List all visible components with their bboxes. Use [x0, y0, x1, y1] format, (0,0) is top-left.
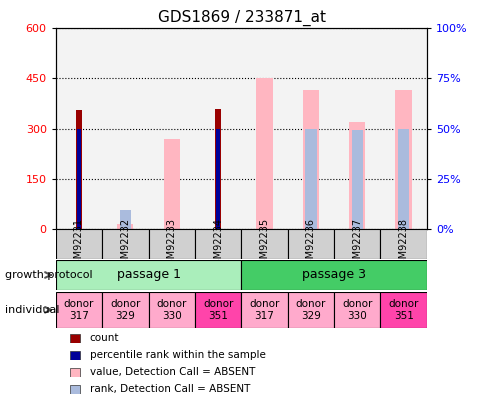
Bar [120, 211, 131, 229]
Bar [304, 129, 316, 229]
Text: donor
351: donor 351 [202, 299, 233, 321]
Bar [241, 229, 287, 259]
Bar [76, 110, 82, 229]
Bar [379, 28, 426, 229]
Bar [195, 229, 241, 259]
Bar [241, 28, 287, 229]
Bar [287, 229, 333, 259]
Text: GSM92233: GSM92233 [166, 217, 176, 271]
Text: GSM92235: GSM92235 [259, 217, 269, 271]
Bar [56, 28, 102, 229]
Bar [102, 292, 148, 328]
Text: GSM92236: GSM92236 [305, 217, 315, 271]
Text: donor
317: donor 317 [249, 299, 279, 321]
Bar [351, 130, 362, 229]
Text: GSM92231: GSM92231 [74, 217, 84, 271]
Text: GSM92232: GSM92232 [120, 217, 130, 271]
Bar [148, 292, 195, 328]
Text: donor
330: donor 330 [341, 299, 372, 321]
Text: rank, Detection Call = ABSENT: rank, Detection Call = ABSENT [90, 384, 250, 394]
Bar [216, 129, 220, 229]
Text: GDS1869 / 233871_at: GDS1869 / 233871_at [158, 10, 326, 26]
Text: donor
330: donor 330 [156, 299, 186, 321]
Bar [394, 90, 411, 229]
Text: GSM92237: GSM92237 [351, 217, 362, 271]
Bar [56, 260, 241, 290]
Text: count: count [90, 333, 119, 343]
Text: individual: individual [5, 305, 59, 315]
Bar [102, 28, 148, 229]
Bar [379, 292, 426, 328]
Bar [241, 292, 287, 328]
Text: donor
329: donor 329 [295, 299, 325, 321]
Text: growth protocol: growth protocol [5, 270, 92, 280]
Bar [333, 28, 379, 229]
Bar [287, 28, 333, 229]
Bar [77, 129, 81, 229]
Bar [148, 229, 195, 259]
Text: passage 3: passage 3 [302, 269, 365, 281]
Bar [333, 229, 379, 259]
Bar [117, 224, 133, 229]
Bar [102, 229, 148, 259]
Text: percentile rank within the sample: percentile rank within the sample [90, 350, 265, 360]
Text: value, Detection Call = ABSENT: value, Detection Call = ABSENT [90, 367, 255, 377]
Bar [256, 79, 272, 229]
Bar [215, 109, 220, 229]
Text: donor
329: donor 329 [110, 299, 140, 321]
Bar [195, 28, 241, 229]
Text: donor
317: donor 317 [63, 299, 94, 321]
Bar [163, 139, 180, 229]
Bar [148, 28, 195, 229]
Bar [287, 292, 333, 328]
Bar [241, 260, 426, 290]
Bar [379, 229, 426, 259]
Text: GSM92234: GSM92234 [212, 217, 223, 271]
Text: passage 1: passage 1 [116, 269, 180, 281]
Bar [302, 90, 318, 229]
Bar [195, 292, 241, 328]
Bar [56, 292, 102, 328]
Bar [333, 292, 379, 328]
Text: donor
351: donor 351 [388, 299, 418, 321]
Bar [348, 122, 364, 229]
Bar [397, 129, 408, 229]
Bar [56, 229, 102, 259]
Text: GSM92238: GSM92238 [398, 217, 408, 271]
